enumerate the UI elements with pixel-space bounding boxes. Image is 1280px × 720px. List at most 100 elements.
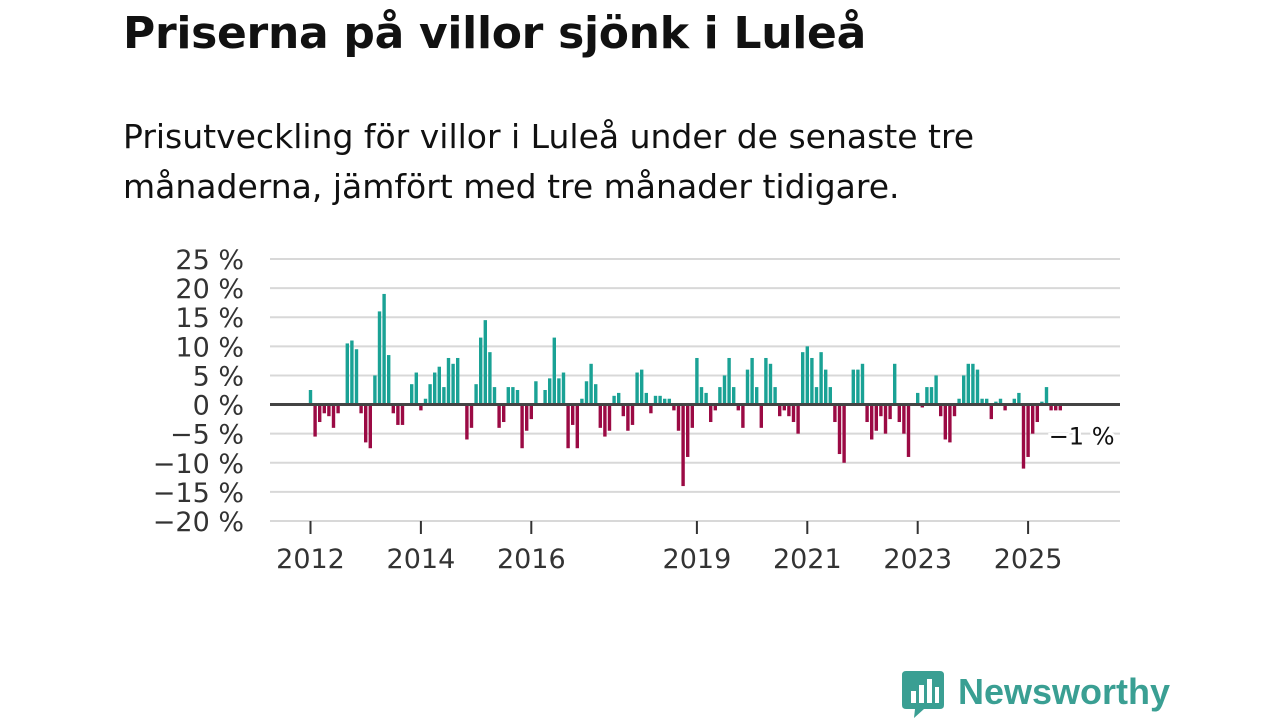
bar <box>594 384 598 405</box>
bar <box>690 404 694 428</box>
y-tick-label: −10 % <box>153 449 244 480</box>
bar <box>456 357 460 405</box>
bar <box>488 352 492 405</box>
bar <box>676 404 681 431</box>
bar <box>387 355 391 405</box>
bar <box>980 398 984 405</box>
bar <box>957 398 961 405</box>
bar <box>354 349 359 405</box>
bar <box>483 320 487 405</box>
bar <box>492 387 497 405</box>
bar <box>396 404 400 425</box>
bar <box>350 340 354 405</box>
bar <box>893 363 897 405</box>
bar <box>497 404 501 428</box>
bar <box>327 404 331 417</box>
x-tick-label: 2021 <box>773 544 842 575</box>
bar <box>906 404 911 457</box>
bar <box>704 392 708 405</box>
bar <box>1031 404 1035 434</box>
bar <box>336 404 340 414</box>
bar <box>1012 398 1016 405</box>
bar <box>640 369 644 405</box>
bar <box>667 398 671 405</box>
bar <box>465 404 469 440</box>
bar <box>364 404 368 443</box>
bar <box>318 404 322 423</box>
bar <box>962 375 966 405</box>
bar <box>874 404 878 431</box>
bar <box>686 404 690 457</box>
bar <box>879 404 883 417</box>
bar <box>644 392 648 405</box>
bar <box>1026 404 1030 457</box>
grid-layer <box>270 258 1120 522</box>
bar <box>368 404 372 449</box>
bar <box>998 398 1003 405</box>
bar <box>768 363 773 405</box>
newsworthy-logo: Newsworthy <box>902 669 1170 718</box>
bar <box>630 404 635 425</box>
bar <box>469 404 474 428</box>
bar <box>575 404 579 449</box>
bar <box>975 369 980 405</box>
bar <box>423 398 428 405</box>
bar <box>584 381 589 405</box>
y-tick-label: −15 % <box>153 478 244 509</box>
bar <box>414 372 418 405</box>
y-tick-label: 0 % <box>193 391 244 422</box>
bar <box>1049 404 1053 411</box>
bar <box>479 337 483 405</box>
y-tick-label: 5 % <box>193 361 244 392</box>
bar <box>883 404 888 434</box>
newsworthy-logo-icon <box>902 671 944 718</box>
x-tick-label: 2023 <box>883 544 952 575</box>
label-layer: 25 %20 %15 %10 %5 %0 %−5 %−10 %−15 %−20 … <box>153 245 1118 575</box>
bar <box>345 343 349 405</box>
bar <box>410 384 414 405</box>
bar <box>580 398 584 405</box>
bar <box>810 357 814 405</box>
bar <box>377 311 382 405</box>
bar <box>1021 404 1026 469</box>
bar <box>939 404 943 417</box>
axis-layer <box>270 403 1120 534</box>
bar <box>796 404 800 434</box>
bar <box>548 378 552 405</box>
bar <box>603 404 607 437</box>
y-tick-label: 25 % <box>175 245 244 276</box>
bar <box>534 381 538 405</box>
bar <box>727 357 731 405</box>
bar <box>948 404 952 443</box>
bar <box>621 404 625 417</box>
bar <box>391 404 395 414</box>
bar <box>755 387 759 405</box>
bar <box>985 398 989 405</box>
bar <box>865 404 869 423</box>
bar <box>529 404 533 420</box>
bar <box>511 387 515 405</box>
bar <box>525 404 529 431</box>
x-tick-label: 2025 <box>994 544 1063 575</box>
chart-subtitle: Prisutveckling för villor i Luleå under … <box>123 117 975 206</box>
bar <box>787 404 791 417</box>
bar <box>653 395 658 405</box>
bar <box>709 404 713 423</box>
bar <box>506 387 510 405</box>
bar <box>428 384 432 405</box>
bar <box>851 369 855 405</box>
bar <box>824 369 828 405</box>
bar <box>663 398 667 405</box>
bar <box>842 404 846 463</box>
bar <box>442 387 446 405</box>
bar <box>552 337 556 405</box>
bar <box>736 404 740 411</box>
bar <box>557 378 561 405</box>
bar <box>989 404 993 420</box>
bar <box>782 404 786 411</box>
bar <box>1003 404 1007 411</box>
bar <box>695 357 699 405</box>
bar <box>1058 404 1062 411</box>
bar <box>952 404 957 417</box>
